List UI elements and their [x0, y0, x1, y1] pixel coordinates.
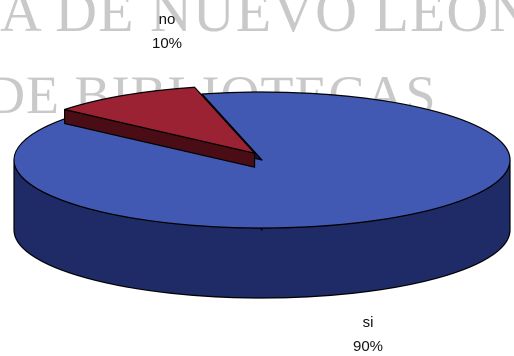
label-no-percent: 10%	[152, 35, 182, 52]
slice-no	[64, 86, 256, 154]
label-si-percent: 90%	[353, 338, 383, 355]
label-no-name: no	[159, 11, 176, 28]
slice-si	[13, 91, 511, 229]
label-si-name: si	[363, 314, 374, 331]
